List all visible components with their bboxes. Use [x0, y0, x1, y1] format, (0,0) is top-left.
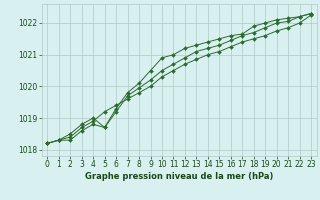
X-axis label: Graphe pression niveau de la mer (hPa): Graphe pression niveau de la mer (hPa): [85, 172, 273, 181]
